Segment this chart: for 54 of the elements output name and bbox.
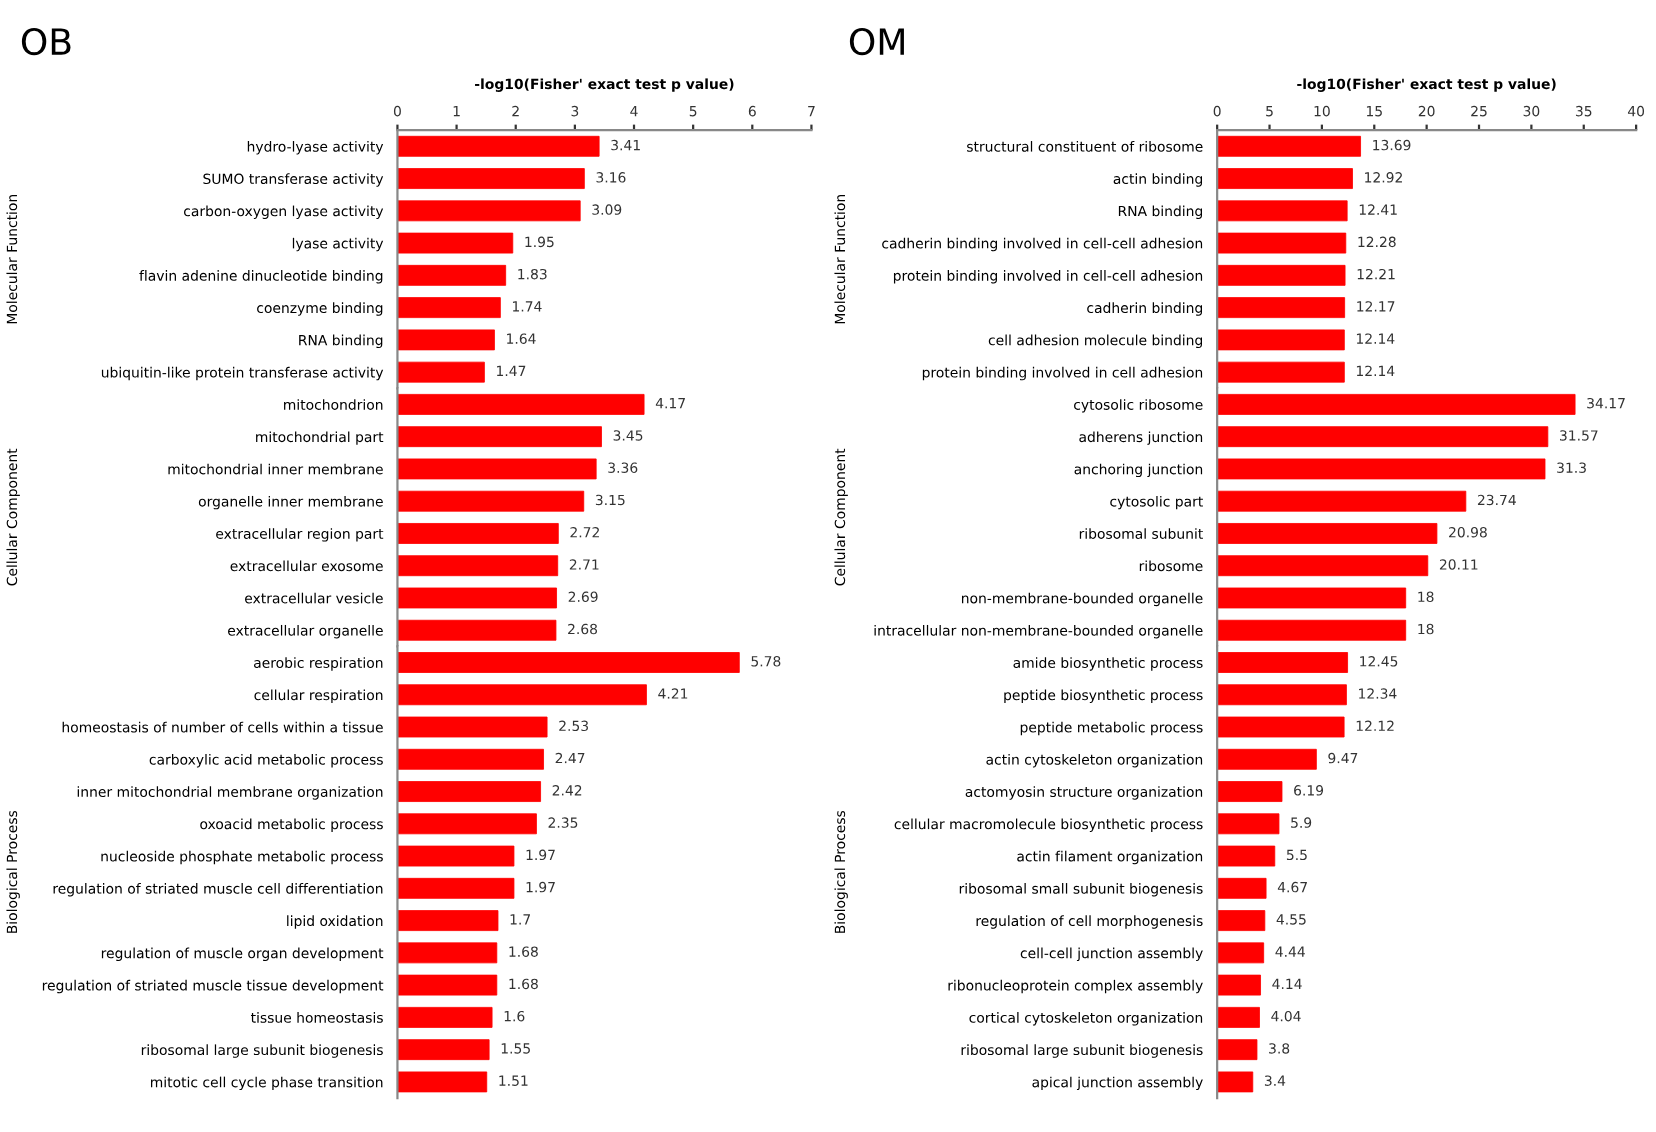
bar bbox=[1217, 974, 1261, 996]
bar bbox=[1217, 942, 1265, 964]
bar bbox=[397, 619, 557, 641]
bar bbox=[1217, 748, 1317, 770]
bar bbox=[397, 200, 581, 222]
bar bbox=[1217, 845, 1276, 867]
bar bbox=[397, 652, 740, 673]
bar bbox=[1217, 910, 1266, 932]
bar bbox=[397, 264, 507, 286]
bar bbox=[397, 523, 559, 544]
bar bbox=[397, 232, 514, 254]
bar bbox=[397, 587, 557, 609]
bar bbox=[397, 458, 597, 480]
bar bbox=[397, 716, 548, 738]
bar bbox=[397, 910, 499, 932]
bar bbox=[397, 393, 645, 415]
bar bbox=[397, 877, 515, 899]
bar bbox=[1217, 619, 1407, 641]
bar bbox=[397, 168, 585, 189]
bar bbox=[397, 845, 515, 867]
bar bbox=[397, 490, 585, 512]
bar bbox=[1217, 684, 1347, 706]
bar bbox=[1217, 1006, 1260, 1028]
bar bbox=[397, 426, 602, 448]
bar bbox=[397, 781, 541, 802]
bar bbox=[397, 1039, 490, 1061]
bar bbox=[1217, 490, 1467, 512]
bar bbox=[397, 684, 647, 706]
bar bbox=[1217, 781, 1283, 802]
bar bbox=[1217, 555, 1429, 577]
text: OM bbox=[849, 27, 904, 56]
bar bbox=[1217, 458, 1546, 480]
bar bbox=[1217, 813, 1280, 835]
bar bbox=[397, 297, 501, 319]
bar bbox=[397, 329, 495, 351]
bar bbox=[1217, 652, 1348, 673]
bar bbox=[397, 555, 559, 577]
bar bbox=[1217, 523, 1438, 544]
bar bbox=[1217, 587, 1407, 609]
bar bbox=[397, 748, 544, 770]
bar bbox=[1217, 1039, 1258, 1061]
text: OB bbox=[21, 27, 71, 56]
bar bbox=[397, 361, 485, 383]
bar bbox=[397, 1071, 488, 1093]
bar bbox=[1217, 426, 1549, 448]
bar bbox=[1217, 716, 1345, 738]
bar bbox=[397, 135, 600, 157]
bar bbox=[397, 813, 537, 835]
bar bbox=[397, 974, 498, 996]
bar bbox=[397, 1006, 493, 1028]
bar bbox=[397, 942, 498, 964]
bar bbox=[1217, 393, 1576, 415]
bar bbox=[1217, 1071, 1254, 1093]
bar bbox=[1217, 877, 1267, 899]
